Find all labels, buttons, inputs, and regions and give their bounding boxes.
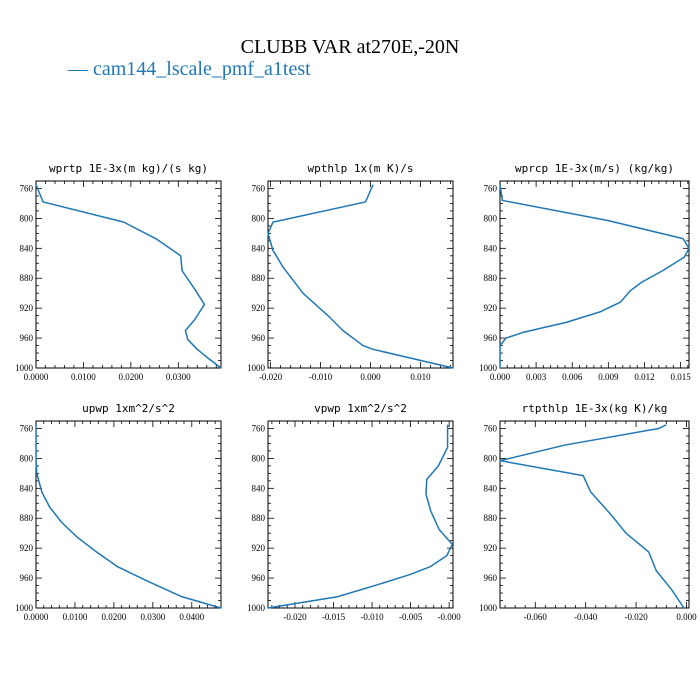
y-tick-label: 920 [484, 543, 498, 553]
plot-frame [267, 420, 454, 609]
y-tick-label: 960 [20, 573, 34, 583]
series-line [35, 184, 222, 369]
plot-frame [35, 420, 222, 609]
x-tick-label: 0.000 [676, 612, 697, 622]
series-line [499, 424, 685, 609]
y-tick-label: 920 [20, 543, 34, 553]
y-tick-label: 880 [20, 513, 34, 523]
series-line [35, 424, 222, 609]
x-tick-label: 0.012 [634, 372, 654, 382]
x-tick-label: 0.0100 [71, 372, 96, 382]
x-tick-label: 0.0000 [24, 612, 49, 622]
x-tick-label: -0.010 [309, 372, 333, 382]
y-tick-label: 840 [484, 243, 498, 253]
series-line [499, 184, 690, 368]
page-title: CLUBB VAR at270E,-20N [240, 36, 460, 58]
x-tick-label: -0.040 [574, 612, 598, 622]
x-tick-label: 0.0300 [166, 372, 191, 382]
y-tick-label: 960 [252, 333, 266, 343]
y-tick-label: 840 [20, 243, 34, 253]
plot-frame [499, 420, 690, 609]
series-line [267, 424, 453, 609]
y-tick-label: 1000 [247, 363, 266, 373]
y-tick-label: 880 [20, 273, 34, 283]
plot-frame [35, 180, 222, 369]
y-tick-label: 800 [484, 453, 498, 463]
x-tick-label: 0.015 [670, 372, 691, 382]
x-tick-label: -0.020 [259, 372, 283, 382]
x-tick-label: 0.0200 [118, 372, 143, 382]
chart-panel: vpwp 1xm^2/s^2 760 800 840 880 920 960 1000 -0.0… [247, 402, 461, 622]
y-tick-label: 800 [252, 453, 266, 463]
panel-title: wprtp 1E-3x(m kg)/(s kg) [49, 162, 208, 175]
x-tick-label: -0.020 [283, 612, 307, 622]
y-tick-label: 880 [484, 513, 498, 523]
y-tick-label: 880 [252, 273, 266, 283]
x-tick-label: 0.0300 [140, 612, 165, 622]
y-tick-label: 800 [252, 213, 266, 223]
x-tick-label: 0.0000 [24, 372, 49, 382]
series-line [267, 184, 454, 369]
y-tick-label: 880 [484, 273, 498, 283]
panel-title: vpwp 1xm^2/s^2 [314, 402, 407, 415]
panel-title: rtpthlp 1E-3x(kg K)/kg [522, 402, 668, 415]
y-tick-label: 960 [252, 573, 266, 583]
chart-panel: wprcp 1E-3x(m/s) (kg/kg) 760 800 840 880 920 9… [479, 162, 691, 382]
x-tick-label: 0.000 [490, 372, 511, 382]
x-tick-label: 0.0100 [63, 612, 88, 622]
x-tick-label: -0.015 [322, 612, 346, 622]
y-tick-label: 760 [252, 183, 266, 193]
y-tick-label: 1000 [15, 363, 34, 373]
legend-label: cam144_lscale_pmf_a1test [93, 58, 311, 80]
x-tick-label: 0.006 [562, 372, 583, 382]
y-tick-label: 840 [20, 483, 34, 493]
x-tick-label: -0.010 [360, 612, 384, 622]
y-tick-label: 920 [484, 303, 498, 313]
y-tick-label: 800 [20, 453, 34, 463]
x-tick-label: -0.000 [438, 612, 462, 622]
y-tick-label: 920 [252, 543, 266, 553]
y-tick-label: 960 [484, 333, 498, 343]
plot-frame [267, 180, 454, 369]
x-tick-label: 0.0400 [179, 612, 204, 622]
y-tick-label: 840 [252, 483, 266, 493]
x-tick-label: 0.010 [410, 372, 431, 382]
panel-title: upwp 1xm^2/s^2 [82, 402, 175, 415]
x-tick-label: -0.060 [524, 612, 548, 622]
y-tick-label: 840 [252, 243, 266, 253]
y-tick-label: 1000 [479, 603, 498, 613]
y-tick-label: 800 [20, 213, 34, 223]
x-tick-label: 0.009 [598, 372, 619, 382]
y-tick-label: 760 [20, 183, 34, 193]
chart-panel: wpthlp 1x(m K)/s7608008408809209601000-0… [247, 162, 454, 382]
y-tick-label: 1000 [15, 603, 34, 613]
y-tick-label: 840 [484, 483, 498, 493]
legend-line-symbol: — [68, 58, 88, 80]
x-tick-label: 0.000 [360, 372, 381, 382]
y-tick-label: 920 [252, 303, 266, 313]
plot-frame [499, 180, 690, 369]
panel-title: wprcp 1E-3x(m/s) (kg/kg) [515, 162, 674, 175]
y-tick-label: 760 [484, 183, 498, 193]
y-tick-label: 920 [20, 303, 34, 313]
y-tick-label: 1000 [247, 603, 266, 613]
y-tick-label: 800 [484, 213, 498, 223]
legend: — cam144_lscale_pmf_a1test [68, 58, 311, 81]
chart-panel: upwp 1xm^2/s^2 760 800 840 880 920 960 10000.00… [15, 402, 222, 622]
x-tick-label: -0.005 [399, 612, 423, 622]
y-tick-label: 1000 [479, 363, 498, 373]
y-tick-label: 760 [252, 423, 266, 433]
chart-panel: rtpthlp 1E-3x(kg K)/kg 760 800 840 880 920 960… [479, 402, 697, 622]
x-tick-label: 0.003 [526, 372, 547, 382]
panel-title: wpthlp 1x(m K)/s [308, 162, 414, 175]
y-tick-label: 960 [484, 573, 498, 583]
chart-panel: wprtp 1E-3x(m kg)/(s kg) 760 800 840 880 920 9… [15, 162, 222, 382]
y-tick-label: 760 [484, 423, 498, 433]
x-tick-label: 0.0200 [102, 612, 127, 622]
y-tick-label: 960 [20, 333, 34, 343]
y-tick-label: 760 [20, 423, 34, 433]
y-tick-label: 880 [252, 513, 266, 523]
x-tick-label: -0.020 [624, 612, 648, 622]
